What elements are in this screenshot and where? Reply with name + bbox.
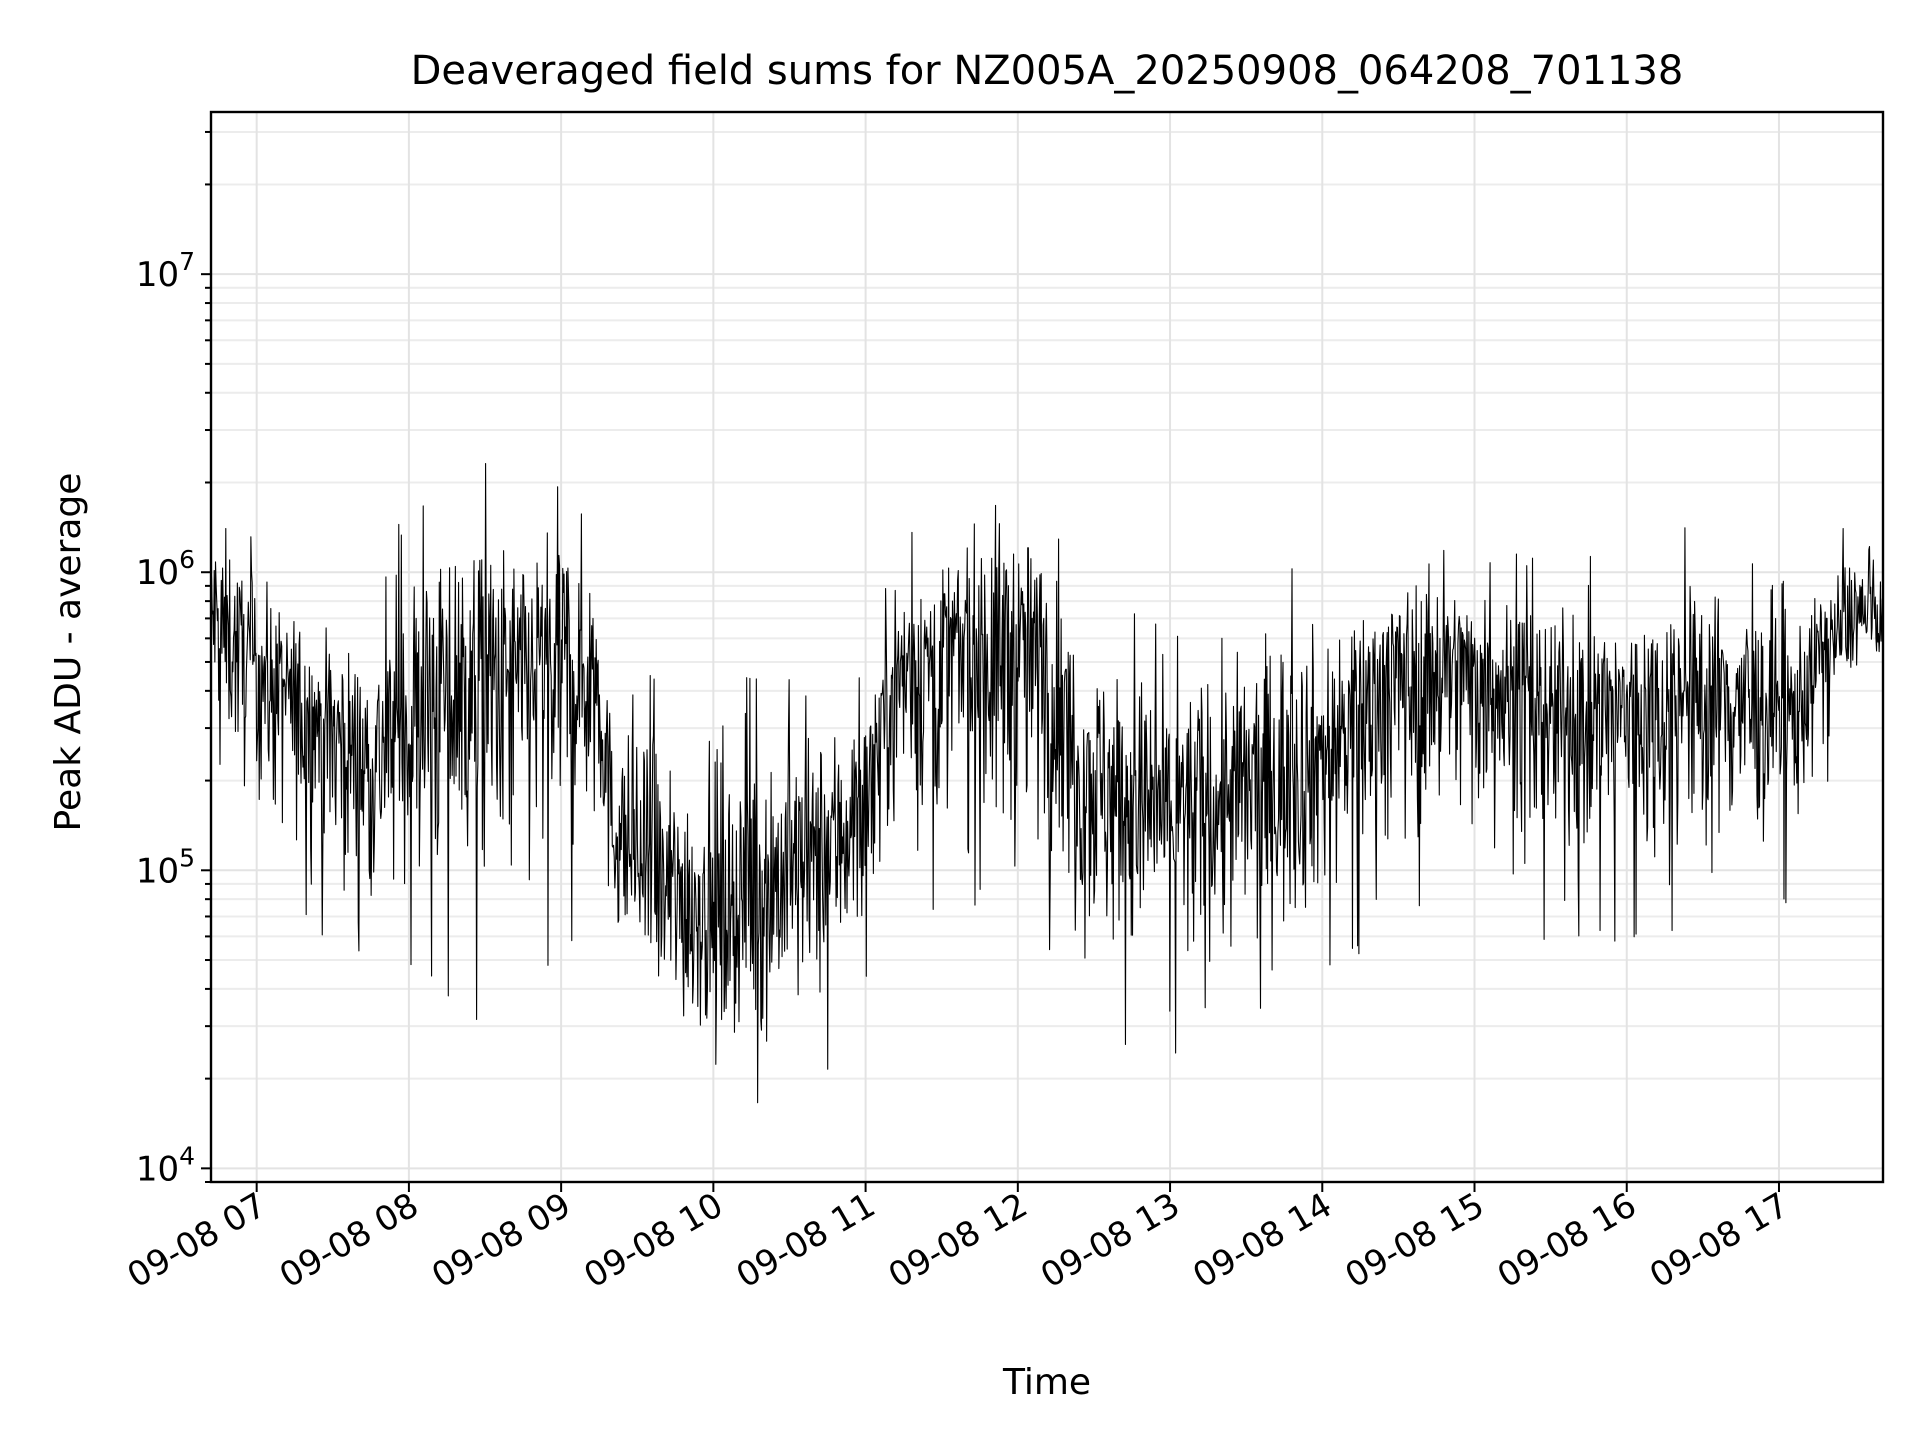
- y-tick-label: 106: [136, 545, 195, 593]
- chart-title: Deaveraged field sums for NZ005A_2025090…: [411, 48, 1684, 94]
- y-tick-label: 107: [136, 247, 195, 295]
- y-tick-label-base: 10: [136, 851, 179, 891]
- plot-frame: [209, 110, 1885, 1184]
- y-tick-label-exponent: 6: [179, 545, 195, 574]
- y-tick-label-base: 10: [136, 553, 179, 593]
- y-tick-label-base: 10: [136, 1149, 179, 1189]
- y-axis-label: Peak ADU - average: [48, 473, 89, 832]
- y-tick-label-exponent: 7: [179, 247, 195, 276]
- series-line: [210, 463, 1884, 1104]
- y-tick-label-exponent: 5: [179, 843, 195, 872]
- y-tick-label-exponent: 4: [179, 1141, 195, 1170]
- x-axis-label: Time: [1002, 1362, 1091, 1403]
- y-tick-label-base: 10: [136, 255, 179, 295]
- grid: [211, 112, 1883, 1183]
- y-tick-label: 104: [136, 1141, 195, 1189]
- y-tick-label: 105: [136, 843, 195, 891]
- series-line-layer: [210, 463, 1884, 1104]
